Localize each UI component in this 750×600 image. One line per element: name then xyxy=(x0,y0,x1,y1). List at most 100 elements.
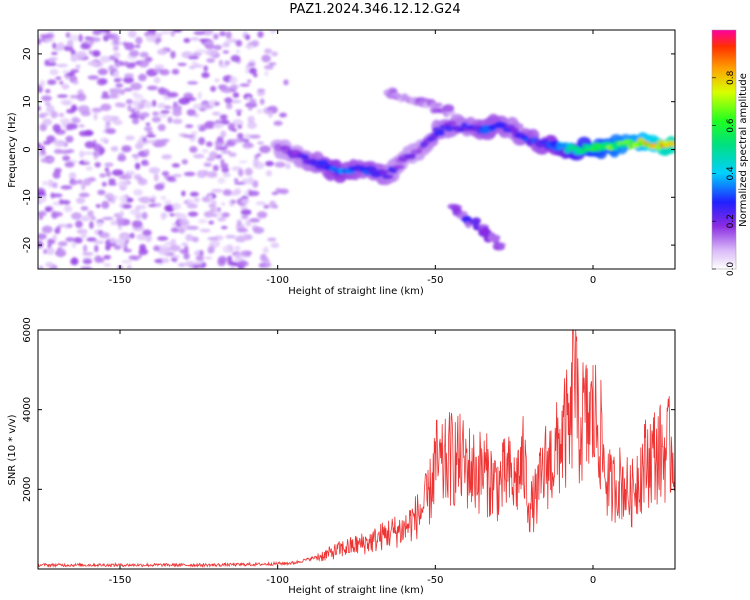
noise-blob xyxy=(57,142,67,147)
noise-blob xyxy=(143,101,153,109)
noise-blob xyxy=(133,221,140,227)
noise-blob xyxy=(224,60,231,66)
snr-panel: -150 -100 -50 0 2000 4000 6000 Height of stra… xyxy=(7,317,676,596)
noise-blob xyxy=(252,180,259,188)
noise-blob xyxy=(123,248,132,253)
noise-blob xyxy=(215,145,220,151)
noise-blob xyxy=(164,246,171,255)
noise-blob xyxy=(201,148,209,154)
noise-blob xyxy=(244,190,249,196)
noise-blob xyxy=(118,239,126,248)
ridge-core xyxy=(458,127,466,133)
noise-blob xyxy=(110,146,119,152)
noise-blob xyxy=(139,243,147,251)
colorbar-ticks: 0.0 0.2 0.4 0.6 0.8 xyxy=(712,70,736,276)
noise-blob xyxy=(259,253,268,262)
noise-blob xyxy=(187,55,200,60)
noise-blob xyxy=(234,235,247,243)
noise-blob xyxy=(185,234,194,242)
noise-blob xyxy=(271,191,279,196)
noise-blob xyxy=(267,237,277,242)
snr-x-ticks: -150 -100 -50 0 xyxy=(109,330,596,586)
noise-blob xyxy=(86,237,97,242)
colorbar-tick-label: 0.2 xyxy=(726,214,736,228)
noise-blob xyxy=(70,54,78,62)
noise-blob xyxy=(193,31,206,35)
chart-title: PAZ1.2024.346.12.12.G24 xyxy=(289,2,461,17)
noise-blob xyxy=(42,180,48,186)
noise-blob xyxy=(212,213,218,218)
ridge-core xyxy=(446,120,457,126)
noise-blob xyxy=(99,32,107,36)
noise-blob xyxy=(110,220,117,226)
noise-blob xyxy=(147,131,154,135)
noise-blob xyxy=(283,79,289,86)
noise-blob xyxy=(182,134,195,138)
noise-blob xyxy=(238,160,248,164)
noise-blob xyxy=(40,145,45,153)
noise-blob xyxy=(91,107,103,113)
noise-blob xyxy=(159,69,170,76)
noise-blob xyxy=(166,176,176,182)
noise-blob xyxy=(83,159,89,163)
noise-blob xyxy=(179,248,189,254)
noise-blob xyxy=(245,34,251,41)
noise-blob xyxy=(73,237,83,244)
noise-blob xyxy=(172,118,183,125)
noise-blob xyxy=(52,234,57,241)
noise-blob xyxy=(99,150,104,156)
noise-blob xyxy=(226,102,233,110)
noise-blob xyxy=(139,196,152,204)
noise-blob xyxy=(142,229,152,236)
noise-blob xyxy=(80,43,91,50)
noise-blob xyxy=(91,37,101,42)
noise-blob xyxy=(181,190,186,197)
noise-blob xyxy=(241,198,250,205)
noise-blob xyxy=(57,241,68,247)
noise-blob xyxy=(232,92,240,98)
noise-blob xyxy=(204,162,212,167)
noise-blob xyxy=(183,252,190,260)
branch-blob xyxy=(442,104,455,113)
noise-blob xyxy=(240,250,253,256)
noise-blob xyxy=(221,86,234,93)
noise-blob xyxy=(138,73,147,82)
noise-blob xyxy=(190,37,200,41)
noise-blob xyxy=(169,244,181,252)
noise-blob xyxy=(257,88,266,93)
snr-plot-area xyxy=(38,330,675,569)
noise-blob xyxy=(230,54,241,62)
noise-blob xyxy=(38,112,50,116)
noise-blob xyxy=(65,76,70,80)
noise-blob xyxy=(132,117,140,125)
noise-blob xyxy=(210,50,219,58)
noise-blob xyxy=(196,170,207,179)
colorbar-tick-label: 0.6 xyxy=(726,118,736,133)
noise-blob xyxy=(166,91,179,98)
noise-blob xyxy=(225,234,237,239)
noise-blob xyxy=(50,193,63,198)
noise-blob xyxy=(98,78,108,85)
noise-blob xyxy=(176,226,184,230)
noise-blob xyxy=(94,161,101,168)
noise-blob xyxy=(78,34,83,42)
spectrogram-x-ticks: -150 -100 -50 0 xyxy=(109,30,596,286)
noise-blob xyxy=(160,30,172,35)
noise-blob xyxy=(133,189,143,196)
noise-blob xyxy=(178,219,190,226)
noise-blob xyxy=(161,257,170,264)
colorbar-tick-label: 0.8 xyxy=(726,70,736,85)
noise-blob xyxy=(248,67,257,75)
noise-blob xyxy=(71,240,77,249)
noise-blob xyxy=(134,44,141,48)
noise-blob xyxy=(93,143,103,152)
noise-blob xyxy=(52,171,61,179)
noise-blob xyxy=(38,210,47,217)
noise-blob xyxy=(122,204,132,209)
noise-blob xyxy=(170,255,180,259)
noise-blob xyxy=(144,148,150,155)
noise-blob xyxy=(222,172,231,178)
noise-blob xyxy=(264,160,275,167)
noise-blob xyxy=(207,237,219,241)
noise-blob xyxy=(234,245,241,251)
